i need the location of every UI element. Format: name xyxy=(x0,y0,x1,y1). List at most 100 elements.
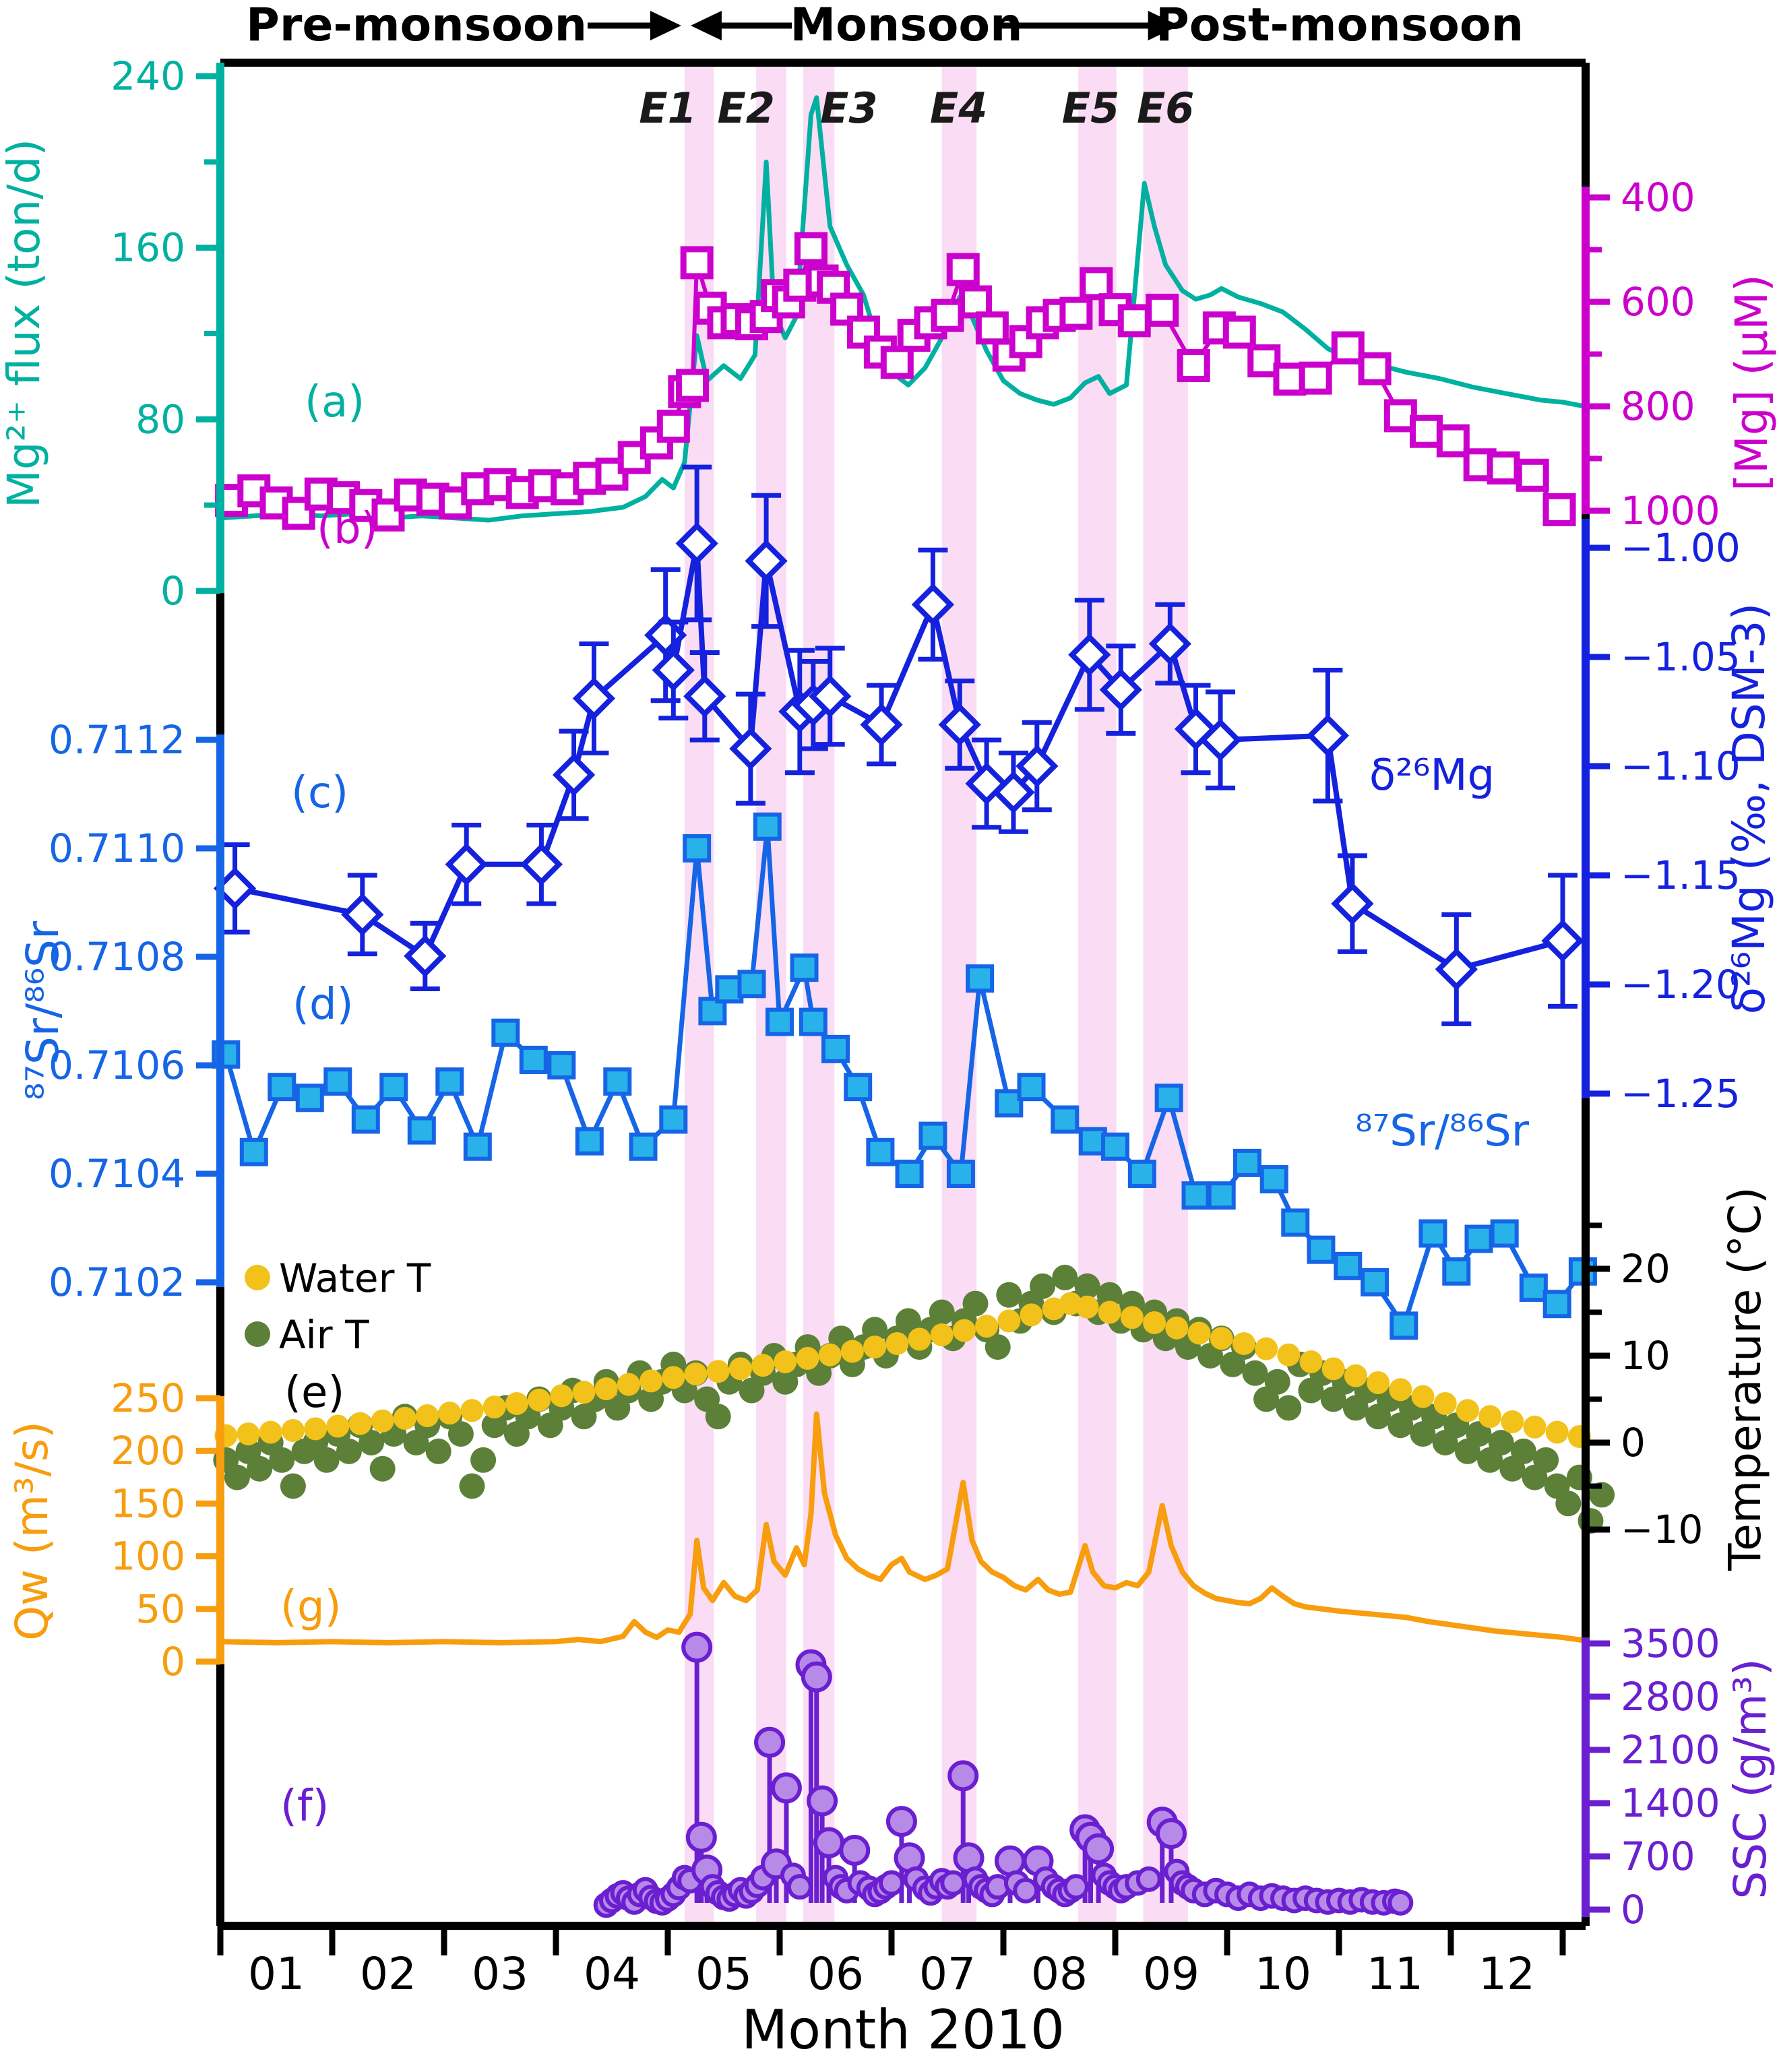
air_t-dot xyxy=(1264,1369,1290,1395)
sr-square-marker xyxy=(698,997,727,1026)
month-label-07: 07 xyxy=(919,1948,976,2000)
water_t-dot xyxy=(863,1336,887,1359)
sr8786-line xyxy=(223,824,1586,1328)
tick-label-sr: 0.7108 xyxy=(49,934,185,980)
axis-title-ssc: SSC (g/m³) xyxy=(1724,1658,1776,1899)
air_t-dot xyxy=(369,1455,396,1482)
legend: Water T Air T xyxy=(245,1255,431,1358)
tick-label-ssc: 3500 xyxy=(1621,1621,1720,1666)
panel-label-g: (g) xyxy=(280,1582,342,1632)
water_t-dot xyxy=(326,1414,350,1438)
air_t-dot xyxy=(1488,1430,1514,1455)
water_t-dot xyxy=(1098,1300,1121,1324)
water_t-dot xyxy=(1277,1343,1301,1367)
water_t-dot xyxy=(1545,1420,1569,1444)
water_t-dot xyxy=(348,1412,372,1435)
d26-diamond-marker xyxy=(1306,714,1350,757)
mg-square-marker xyxy=(1542,493,1576,526)
panel-label-c: (c) xyxy=(291,768,348,818)
month-label-01: 01 xyxy=(248,1948,305,2000)
panel-label-b: (b) xyxy=(317,504,378,554)
month-label-11: 11 xyxy=(1367,1948,1423,2000)
water_t-dot xyxy=(930,1323,954,1347)
sr-square-marker xyxy=(295,1084,324,1112)
water_t-dot xyxy=(662,1366,685,1389)
ssc-dot xyxy=(839,1834,871,1866)
axes: 2401608000.71120.71100.71080.71060.71040… xyxy=(0,53,1778,1933)
sr-square-marker xyxy=(575,1127,604,1156)
water_t-dot xyxy=(572,1381,596,1404)
air_t-dot xyxy=(1052,1264,1078,1290)
sr-square-marker xyxy=(1259,1165,1288,1194)
sr-square-marker xyxy=(1017,1073,1046,1102)
sr-square-marker xyxy=(659,1105,688,1134)
inplot-label-sr: ⁸⁷Sr/⁸⁶Sr xyxy=(1355,1106,1530,1156)
ssc-dot xyxy=(947,1760,979,1792)
water_t-dot xyxy=(505,1391,528,1415)
tick-label-flux: 160 xyxy=(111,225,185,271)
tick-label-qw: 150 xyxy=(111,1480,185,1526)
d26-diamond-marker xyxy=(809,674,852,718)
season-label-monsoon: Monsoon xyxy=(790,0,1022,52)
tick-label-ssc: 0 xyxy=(1621,1887,1646,1933)
water_t-dot xyxy=(952,1319,976,1342)
d26-diamond-marker xyxy=(675,522,718,565)
ssc-dot xyxy=(1135,1866,1162,1892)
sr-square-marker xyxy=(799,1007,828,1036)
qw-line xyxy=(218,1411,1588,1645)
water_t-dot xyxy=(639,1369,663,1393)
water_t-dot xyxy=(304,1417,327,1441)
water_t-dot xyxy=(1232,1331,1255,1355)
ssc-dot xyxy=(940,1870,966,1896)
arrow-head-right-icon xyxy=(650,11,681,40)
sr-square-marker xyxy=(1307,1235,1336,1264)
water_t-dot xyxy=(684,1362,708,1386)
water_t-dot xyxy=(997,1309,1021,1333)
air_t-dot xyxy=(470,1447,497,1473)
sr-square-marker xyxy=(895,1160,924,1188)
tick-label-d26: −1.15 xyxy=(1621,852,1741,898)
sr-square-marker xyxy=(1181,1181,1210,1210)
mg-square-marker xyxy=(1299,361,1332,395)
water_t-dot xyxy=(460,1399,484,1422)
mg-square-marker xyxy=(880,346,914,379)
sr-square-marker xyxy=(1232,1148,1261,1177)
mg-square-marker xyxy=(1331,331,1365,365)
tick-label-qw: 50 xyxy=(135,1586,185,1632)
water_t-dot xyxy=(975,1315,999,1338)
sr-square-marker xyxy=(491,1018,520,1047)
sr-square-marker xyxy=(1361,1268,1390,1296)
arrow-head-left-icon xyxy=(690,11,722,40)
sr-square-marker xyxy=(966,964,995,993)
water_t-dot xyxy=(706,1360,730,1383)
d26-diamond-marker xyxy=(1099,668,1142,712)
sr-square-marker xyxy=(435,1067,464,1096)
sr-square-marker xyxy=(547,1051,576,1079)
air_t-dot xyxy=(425,1438,451,1464)
mg-square-marker xyxy=(1358,352,1392,385)
sr-square-marker xyxy=(1051,1105,1080,1134)
air_t-dot xyxy=(358,1430,385,1455)
mg-square-marker xyxy=(1273,363,1307,396)
sr-square-marker xyxy=(1154,1084,1183,1112)
sr-square-marker xyxy=(519,1045,548,1074)
water_t-dot xyxy=(1501,1410,1524,1434)
sr-square-marker xyxy=(683,834,712,862)
series-qw xyxy=(218,1411,1588,1645)
mg-square-marker xyxy=(680,246,714,280)
x-axis-title: Month 2010 xyxy=(741,1999,1065,2061)
d26-diamond-marker xyxy=(683,674,726,718)
d26-diamond-marker xyxy=(1068,633,1111,677)
tick-label-flux: 80 xyxy=(135,396,185,442)
air_t-dot xyxy=(1074,1273,1100,1299)
ssc-dot xyxy=(685,1821,717,1853)
air_t-dot xyxy=(313,1447,340,1473)
ssc-dot xyxy=(786,1874,813,1900)
tick-label-ssc: 2800 xyxy=(1621,1674,1720,1720)
water_t-dot xyxy=(751,1354,775,1377)
tick-label-mg: 800 xyxy=(1621,383,1695,429)
sr-square-marker xyxy=(379,1073,408,1102)
sr-square-marker xyxy=(753,812,782,841)
sr-square-marker xyxy=(790,953,819,982)
air_t-dot xyxy=(705,1404,731,1430)
